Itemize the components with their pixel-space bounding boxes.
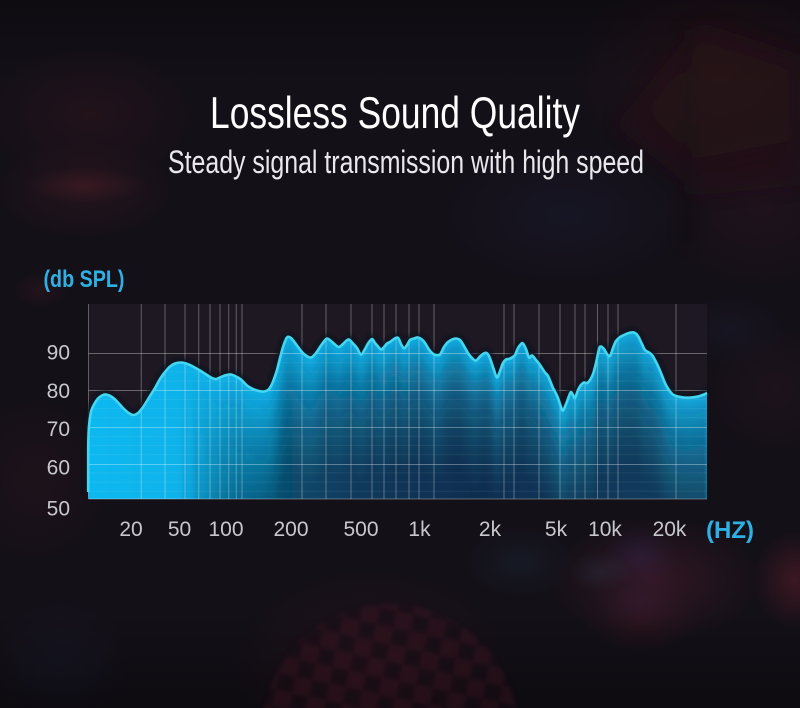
svg-text:50: 50 — [168, 518, 191, 541]
svg-text:2k: 2k — [479, 518, 502, 541]
svg-text:100: 100 — [208, 518, 243, 541]
svg-text:80: 80 — [47, 380, 70, 403]
svg-text:(db SPL): (db SPL) — [44, 266, 125, 293]
svg-text:20: 20 — [119, 518, 142, 541]
svg-text:10k: 10k — [588, 518, 622, 541]
svg-text:Steady signal transmission wit: Steady signal transmission with high spe… — [168, 144, 644, 180]
svg-text:1k: 1k — [408, 518, 431, 541]
svg-text:5k: 5k — [545, 518, 568, 541]
svg-text:50: 50 — [47, 498, 70, 521]
svg-text:200: 200 — [273, 518, 308, 541]
svg-text:(HZ): (HZ) — [706, 517, 754, 544]
svg-text:60: 60 — [47, 457, 70, 480]
svg-text:90: 90 — [47, 342, 70, 365]
svg-text:20k: 20k — [653, 518, 687, 541]
svg-text:Lossless Sound Quality: Lossless Sound Quality — [210, 89, 581, 138]
svg-text:500: 500 — [343, 518, 378, 541]
svg-text:70: 70 — [47, 418, 70, 441]
